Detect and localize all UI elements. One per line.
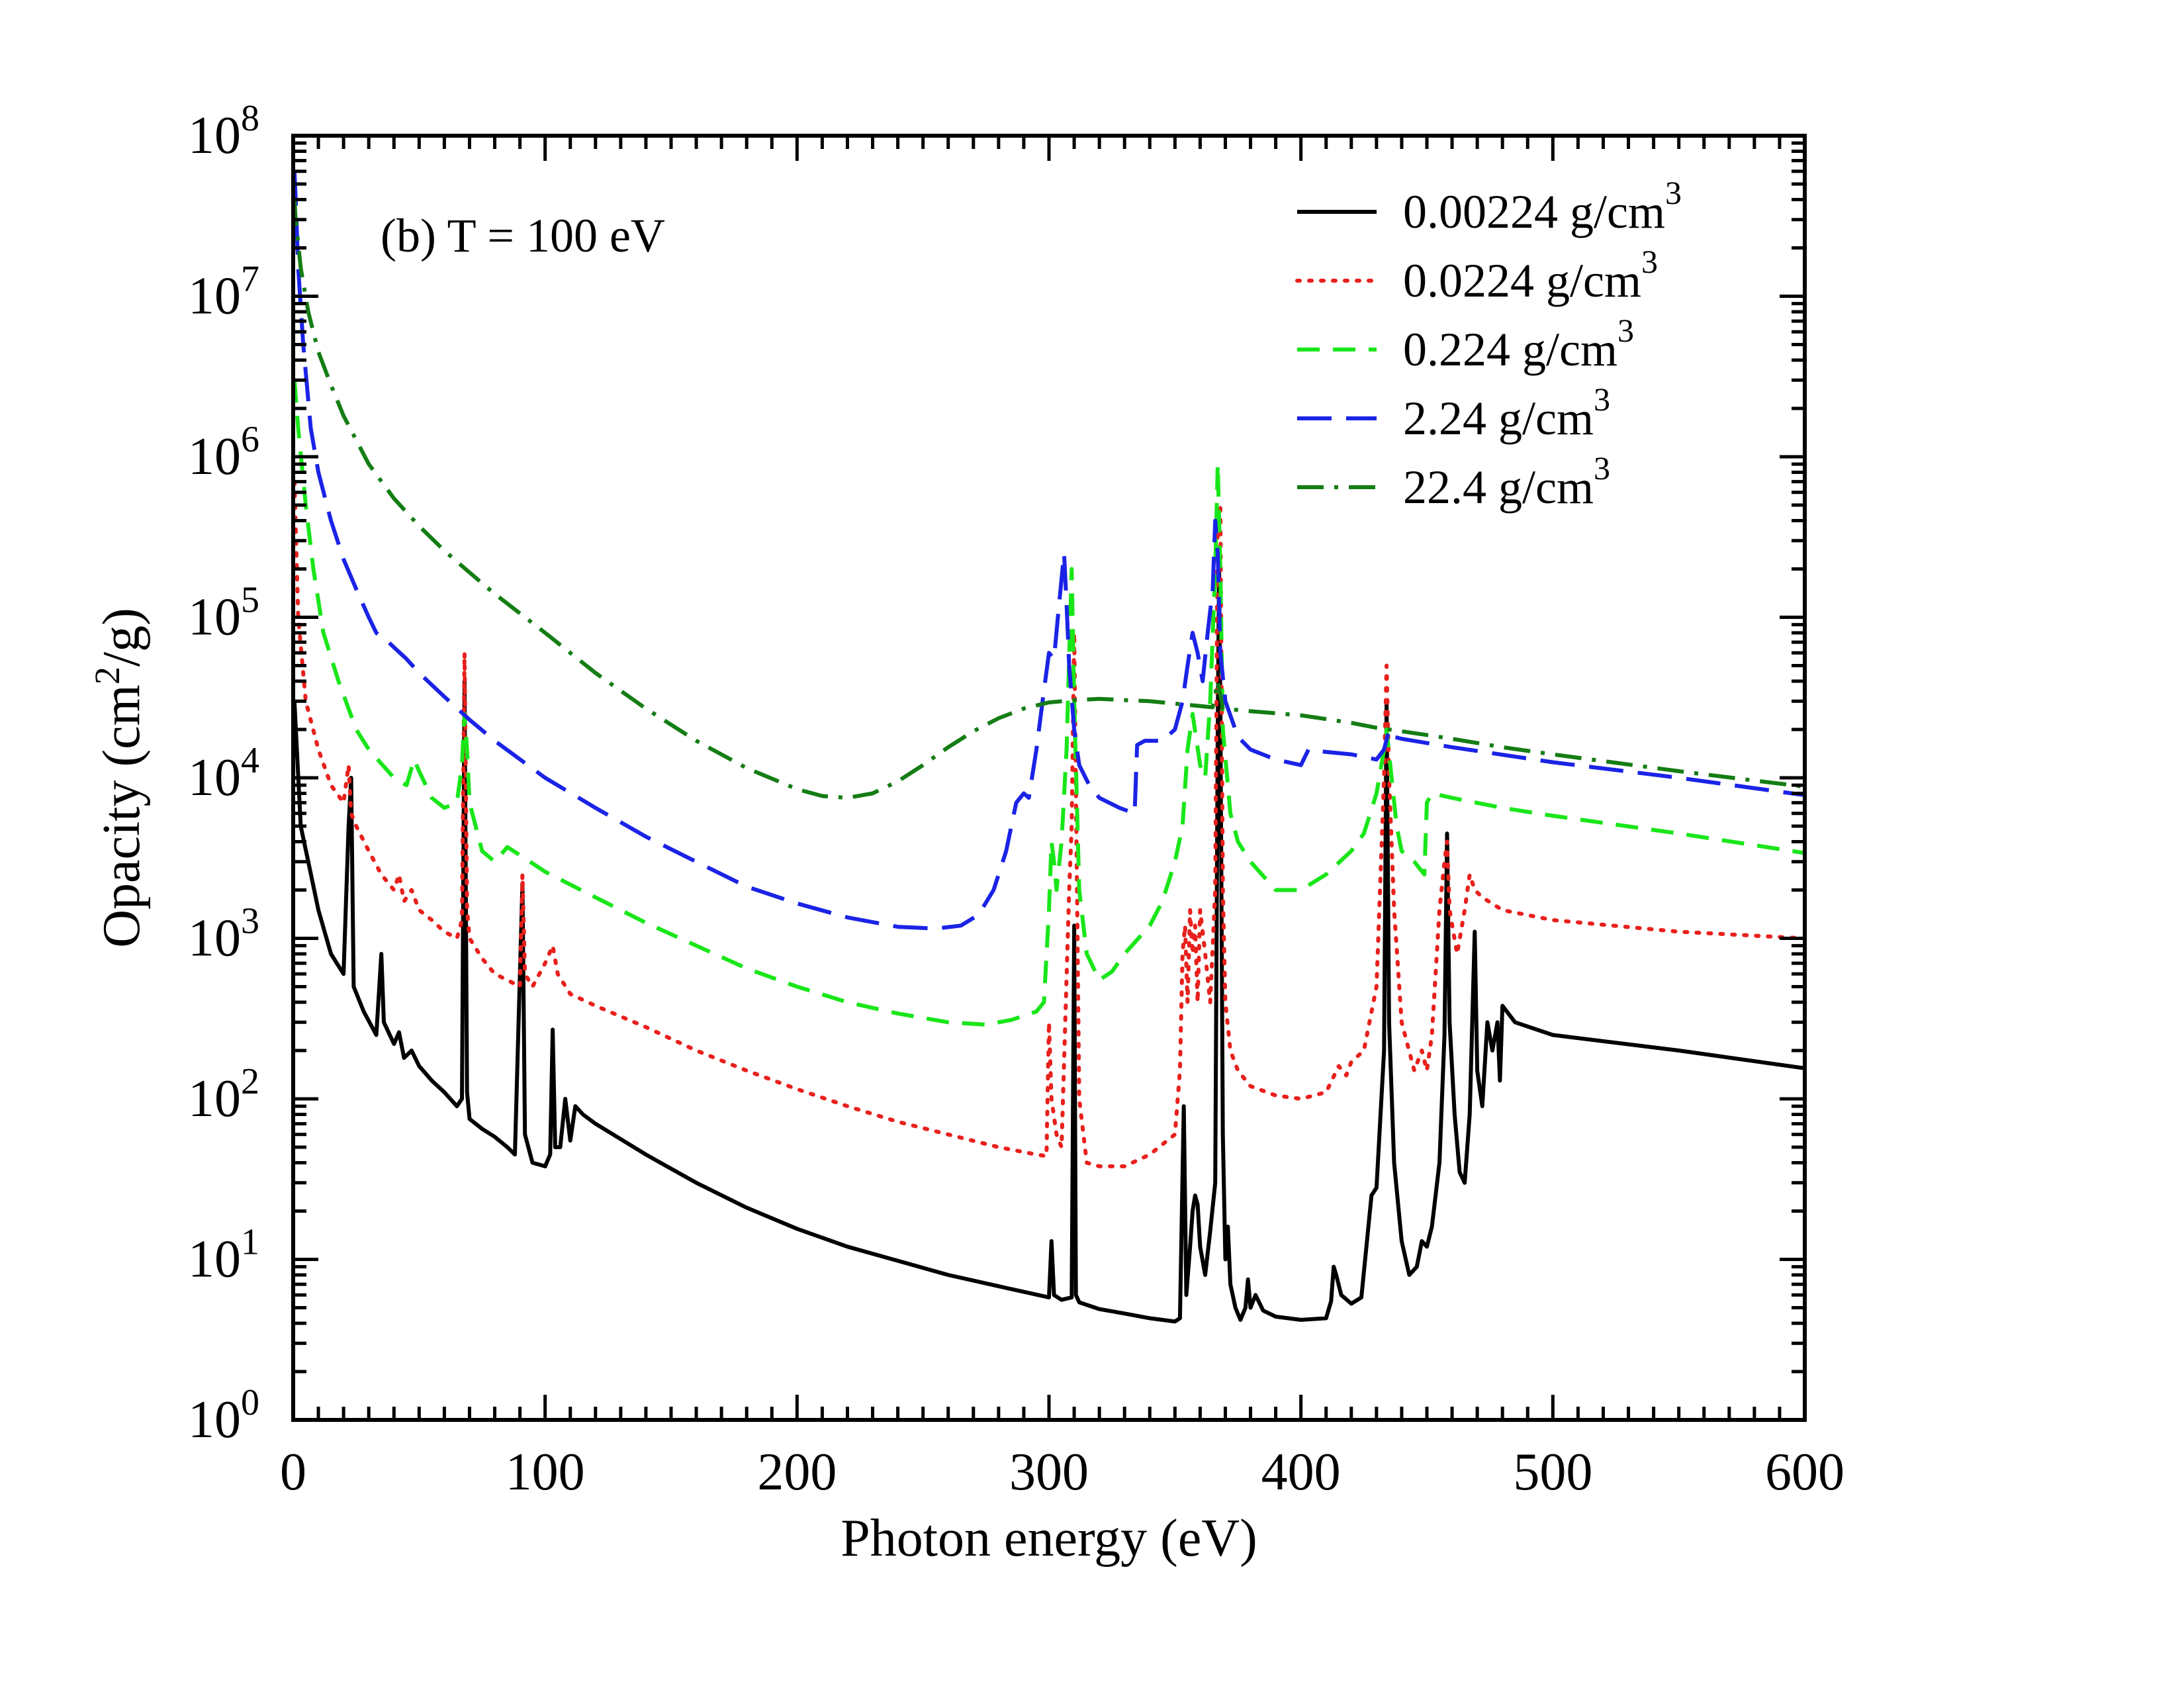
legend-label-2: 0.224 g/cm3 [1403,312,1634,376]
y-tick-label: 101 [188,1222,259,1289]
x-tick-label: 500 [1513,1443,1592,1501]
legend-label-3: 2.24 g/cm3 [1403,381,1610,445]
y-tick-label: 105 [188,580,259,647]
legend-label-0: 0.00224 g/cm3 [1403,174,1682,238]
y-tick-label: 107 [188,259,259,326]
series-layer [293,171,1805,1324]
y-tick-label: 103 [188,901,259,968]
series-line-4 [293,199,1805,800]
temperature-annotation: (b) T = 100 eV [381,209,665,262]
x-tick-label: 0 [280,1443,306,1501]
x-tick-label: 400 [1261,1443,1341,1501]
x-tick-label: 600 [1765,1443,1844,1501]
y-axis-title-sup: 2 [87,667,127,684]
y-tick-label: 108 [188,98,259,165]
legend-label-4: 22.4 g/cm3 [1403,449,1610,514]
y-tick-label: 104 [188,740,259,807]
y-axis-title-tail: /g) [93,608,151,667]
y-axis-title: Opacity (cm2/g) [87,608,151,948]
x-tick-label: 300 [1009,1443,1089,1501]
series-line-0 [293,567,1805,1324]
y-axis-title-main: Opacity (cm [93,684,151,948]
x-axis-title: Photon energy (eV) [841,1509,1257,1568]
ticks-layer [291,134,1807,1422]
y-tick-label: 106 [188,419,259,486]
series-line-3 [293,171,1805,931]
x-tick-label: 200 [757,1443,837,1501]
series-line-1 [293,479,1805,1168]
series-line-2 [293,380,1805,1027]
tick-labels-layer: 0 100 200 300 400 500 600 100 101 102 103 104 105 106… [188,98,1844,1501]
y-tick-label: 102 [188,1061,259,1128]
legend-label-1: 0.0224 g/cm3 [1403,243,1658,307]
x-tick-label: 100 [506,1443,585,1501]
y-tick-label: 100 [188,1382,259,1449]
